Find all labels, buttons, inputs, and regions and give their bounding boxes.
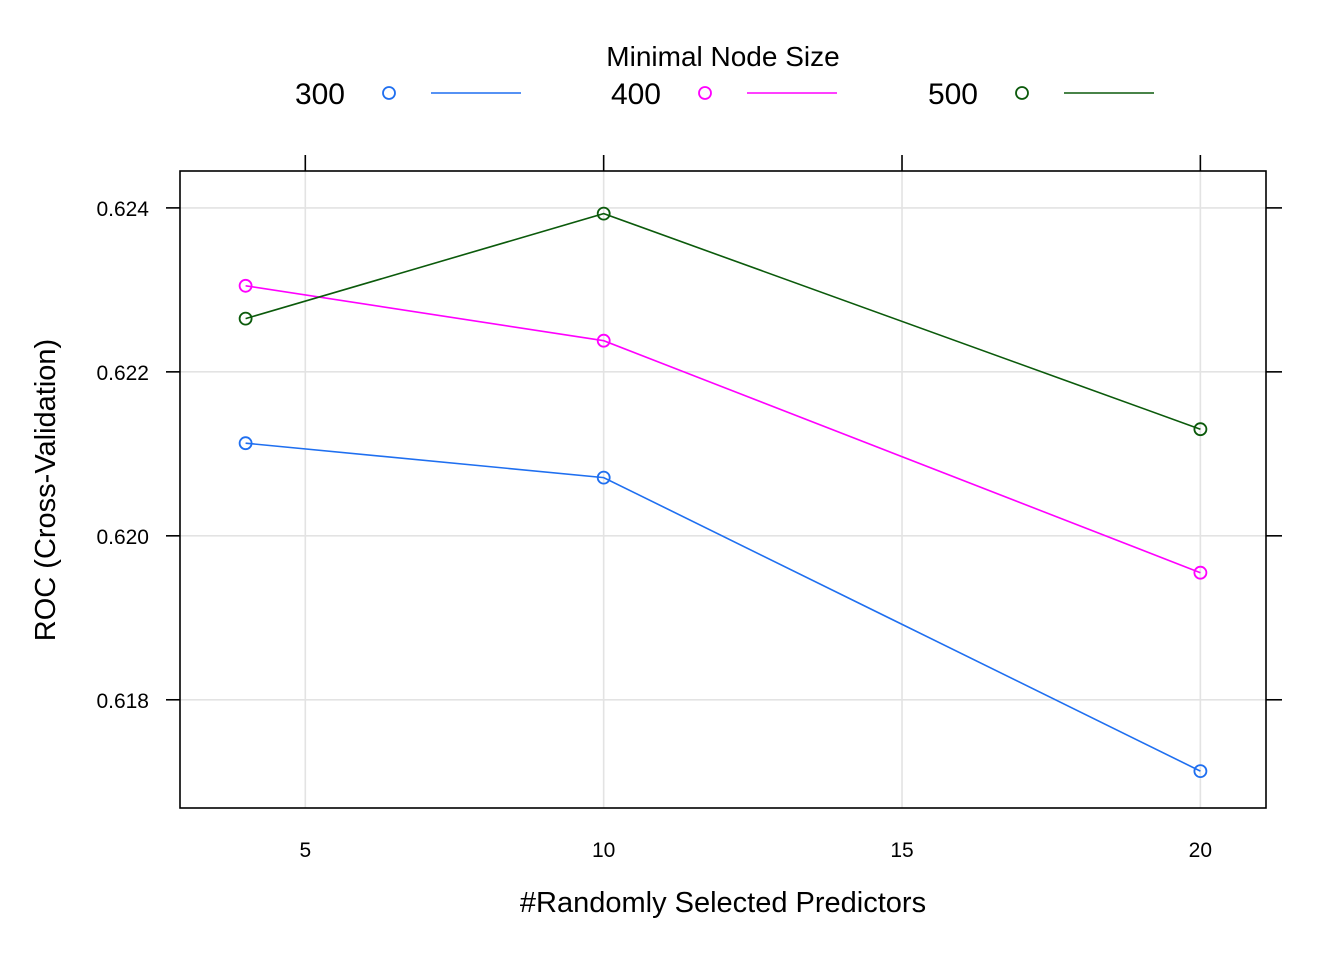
legend-item-400: 400 [611, 78, 837, 111]
legend-title: Minimal Node Size [606, 41, 839, 72]
legend-marker [1015, 86, 1029, 100]
series-500 [238, 206, 1208, 437]
data-point [238, 278, 253, 293]
legend-marker [382, 86, 396, 100]
data-point [1193, 422, 1208, 437]
legend-item-300: 300 [295, 78, 521, 111]
data-point [596, 206, 611, 221]
y-axis-title: ROC (Cross-Validation) [30, 339, 62, 641]
series-line [245, 285, 1201, 574]
axis-ticks: 5 10 15 20 0.618 0.620 0.622 0.624 [96, 155, 1282, 862]
x-tick-label: 15 [890, 839, 913, 862]
data-point [1193, 764, 1208, 778]
y-tick-label: 0.624 [96, 198, 149, 221]
data-point [596, 470, 611, 485]
legend-marker [698, 86, 712, 100]
x-tick-label: 10 [592, 839, 615, 862]
y-tick-label: 0.622 [96, 362, 149, 385]
legend-label: 400 [611, 78, 661, 111]
series-line [245, 212, 1201, 430]
data-point [238, 436, 253, 451]
x-axis-title: #Randomly Selected Predictors [520, 887, 926, 919]
legend-items: 300 400 500 [295, 78, 1154, 111]
legend-label: 300 [295, 78, 345, 111]
legend-label: 500 [928, 78, 978, 111]
series-layer [238, 206, 1208, 778]
series-300 [238, 436, 1208, 778]
series-400 [238, 278, 1208, 580]
y-tick-label: 0.620 [96, 526, 149, 549]
plot-frame [179, 170, 1267, 809]
legend-item-500: 500 [928, 78, 1154, 111]
grid [180, 171, 1266, 808]
data-point [238, 311, 253, 326]
x-tick-label: 20 [1189, 839, 1212, 862]
y-tick-label: 0.618 [96, 690, 149, 713]
legend: Minimal Node Size 300 400 500 [295, 41, 1154, 111]
data-point [596, 333, 611, 348]
x-tick-label: 5 [299, 839, 311, 862]
data-point [1193, 565, 1208, 580]
series-line [245, 442, 1201, 772]
